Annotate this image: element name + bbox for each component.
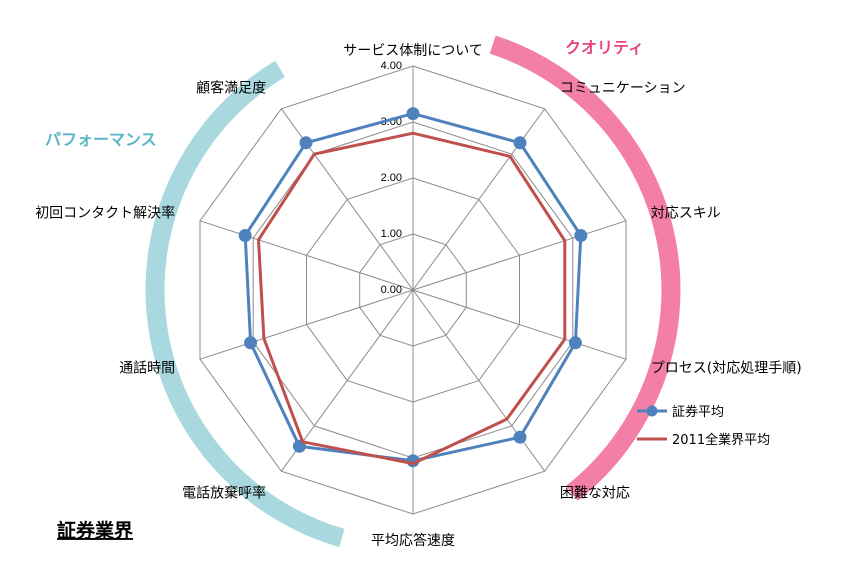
tick-label: 2.00 bbox=[381, 172, 402, 184]
axis-label: 困難な対応 bbox=[560, 485, 630, 501]
axis-label: 初回コンタクト解決率 bbox=[35, 205, 175, 222]
axis-label: 通話時間 bbox=[119, 359, 175, 376]
legend-marker bbox=[646, 405, 658, 417]
axis-label: コミュニケーション bbox=[560, 81, 686, 97]
tick-label: 4.00 bbox=[381, 60, 402, 72]
group-label-performance: パフォーマンス bbox=[45, 130, 157, 149]
series-point bbox=[299, 136, 313, 150]
series-point bbox=[513, 136, 527, 150]
axis-label: 対応スキル bbox=[651, 206, 721, 222]
grid-spoke bbox=[199, 220, 414, 291]
axis-label: プロセス(対応処理手順) bbox=[651, 360, 802, 376]
axis-label: サービス体制について bbox=[343, 43, 483, 59]
arc-quality bbox=[489, 35, 681, 501]
series-point bbox=[513, 430, 527, 444]
series-point bbox=[568, 336, 582, 350]
legend: 証券平均 2011全業界平均 bbox=[637, 404, 770, 448]
series-point bbox=[406, 107, 420, 121]
axis-label: 電話放棄呼率 bbox=[182, 484, 266, 501]
tick-label: 1.00 bbox=[381, 228, 402, 240]
series-point bbox=[238, 229, 252, 242]
arc-performance bbox=[145, 60, 345, 548]
legend-label: 2011全業界平均 bbox=[672, 432, 770, 448]
axis-label: 平均応答速度 bbox=[371, 532, 455, 549]
legend-label: 証券平均 bbox=[672, 404, 724, 420]
grid-spoke bbox=[412, 289, 546, 472]
tick-label: 0.00 bbox=[381, 284, 402, 296]
grid-spoke bbox=[412, 108, 546, 291]
grid-spoke bbox=[199, 289, 414, 360]
data-series bbox=[238, 107, 588, 468]
series-point bbox=[574, 229, 588, 242]
axis-label: 顧客満足度 bbox=[196, 80, 266, 97]
category-arcs bbox=[145, 35, 681, 548]
grid-spoke bbox=[412, 289, 627, 360]
series-point bbox=[244, 336, 258, 350]
sector-title: 証券業界 bbox=[57, 519, 133, 542]
series-line-2 bbox=[257, 131, 567, 466]
group-label-quality: クオリティ bbox=[565, 38, 644, 57]
grid-spoke bbox=[412, 220, 627, 291]
